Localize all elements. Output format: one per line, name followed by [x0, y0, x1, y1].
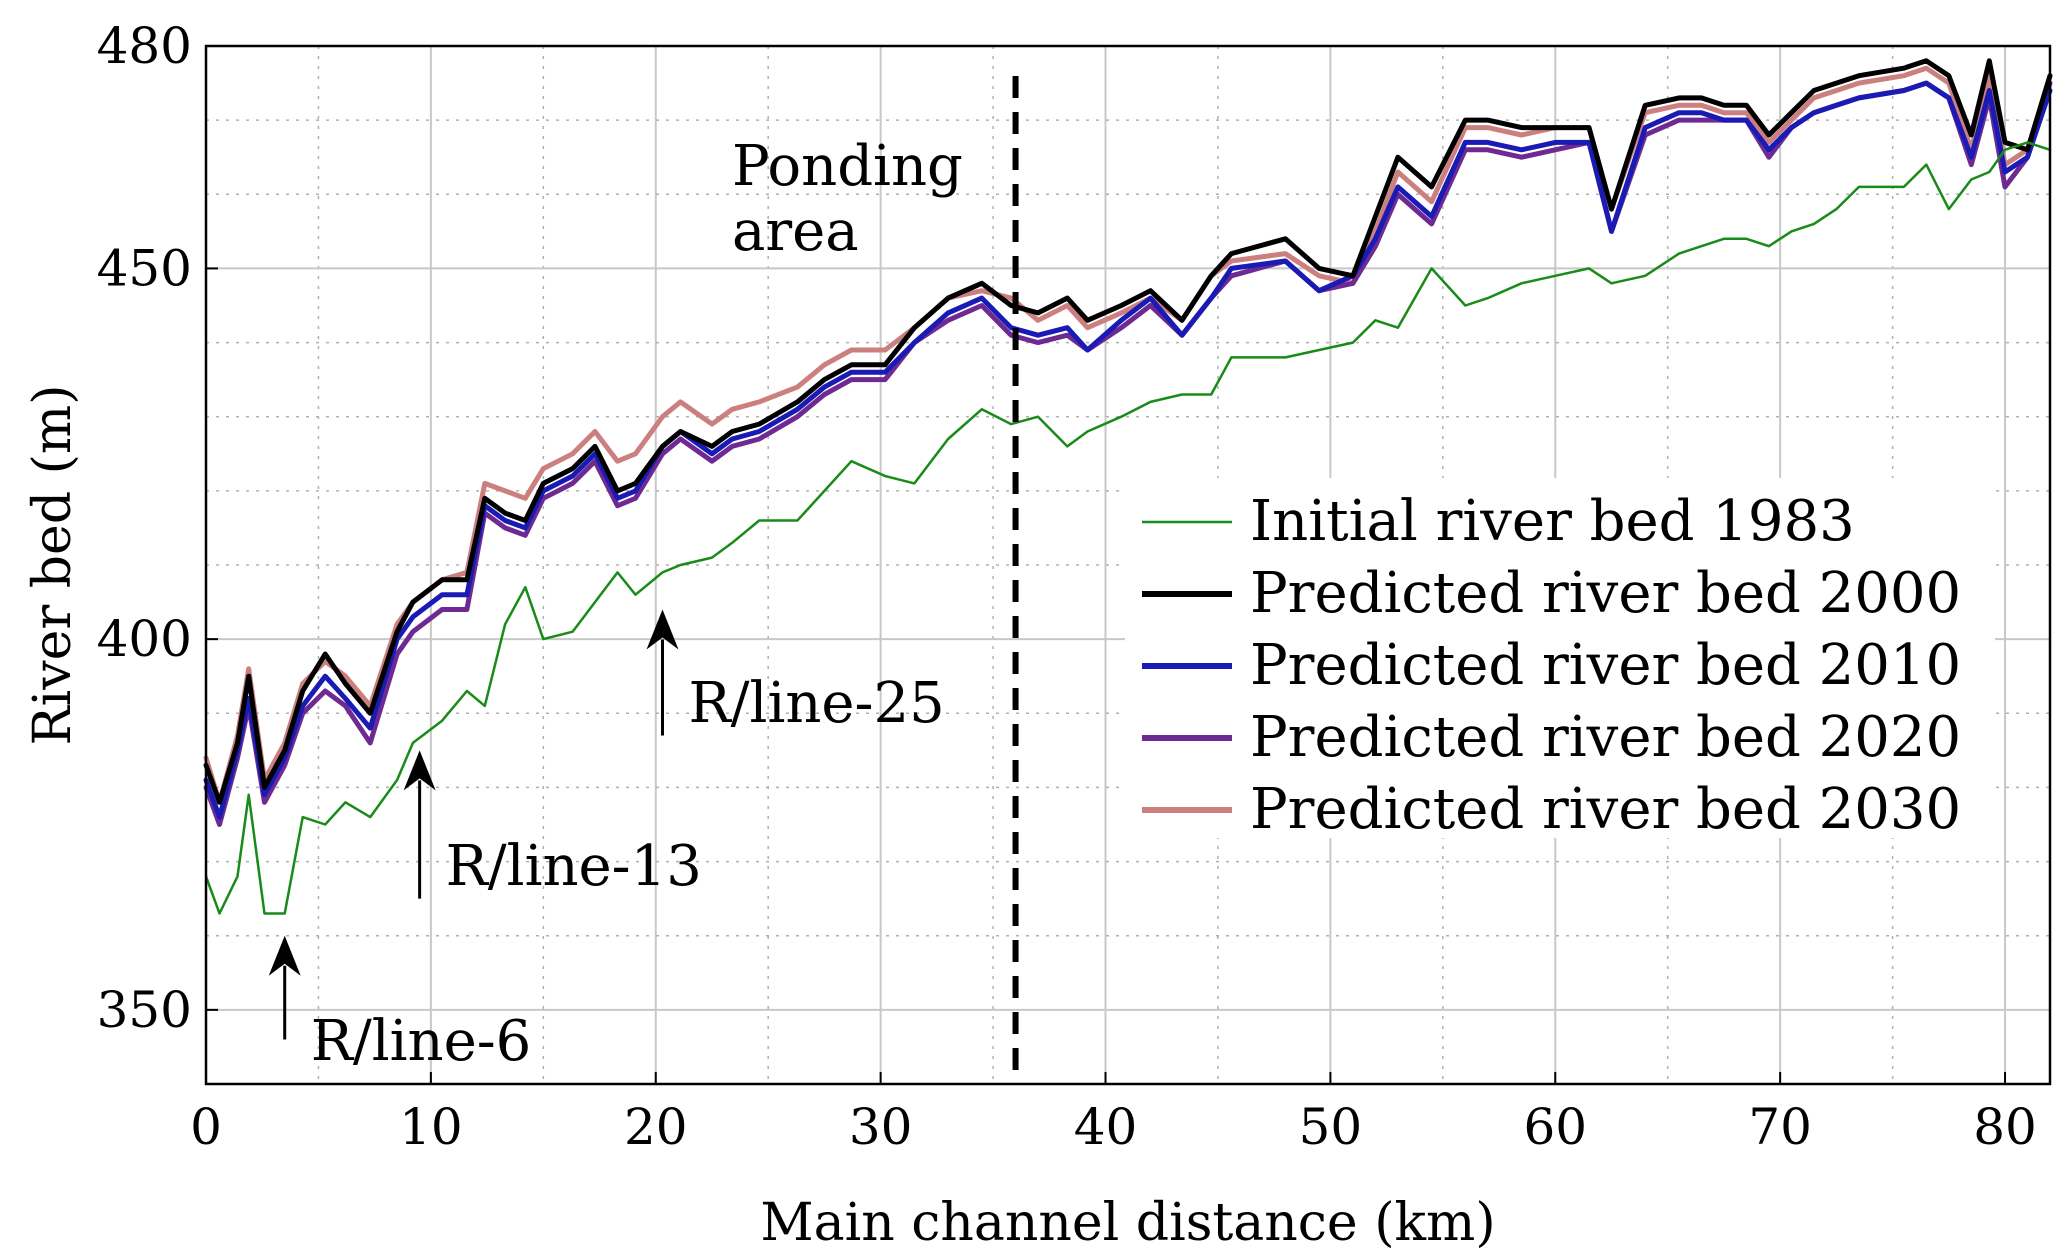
y-axis-title: River bed (m)	[23, 384, 83, 745]
annotation-arrow-head	[268, 935, 301, 976]
annotation-label: R/line-13	[446, 834, 702, 899]
x-tick-label: 80	[1973, 1098, 2037, 1156]
y-tick-label: 350	[97, 981, 192, 1039]
series-line-1	[203, 58, 2053, 805]
y-tick-label: 480	[97, 17, 192, 75]
y-tick-label: 400	[97, 610, 192, 668]
series-line-2	[203, 80, 2053, 820]
legend-label: Predicted river bed 2030	[1250, 777, 1961, 842]
x-tick-label: 20	[624, 1098, 688, 1156]
x-axis-title: Main channel distance (km)	[760, 1193, 1495, 1253]
series-line-0	[204, 141, 2052, 915]
legend-label: Initial river bed 1983	[1250, 489, 1855, 554]
legend-label: Predicted river bed 2000	[1250, 561, 1961, 626]
x-tick-label: 0	[190, 1098, 222, 1156]
ponding-label-line: Ponding	[732, 134, 963, 199]
annotation-label: R/line-25	[689, 671, 945, 736]
annotation-arrow-head	[403, 750, 436, 791]
ponding-label-line: area	[732, 199, 859, 264]
x-tick-label: 40	[1074, 1098, 1138, 1156]
annotations: R/line-6 R/line-13 R/line-25	[268, 609, 945, 1074]
x-tick-label: 10	[399, 1098, 463, 1156]
annotation-label: R/line-6	[311, 1009, 532, 1074]
series-line-3	[203, 80, 2053, 827]
legend: Initial river bed 1983 Predicted river be…	[1125, 478, 1995, 842]
annotation-arrow-head	[646, 609, 679, 650]
legend-label: Predicted river bed 2020	[1250, 705, 1961, 770]
y-tick-label: 450	[97, 239, 192, 297]
legend-label: Predicted river bed 2010	[1250, 633, 1961, 698]
series-group	[203, 58, 2053, 915]
x-tick-label: 30	[849, 1098, 913, 1156]
legend-box	[1125, 478, 1995, 838]
x-tick-label: 50	[1299, 1098, 1363, 1156]
x-tick-label: 60	[1523, 1098, 1587, 1156]
ticks: 0 10 20 30 40 50 60 70 80 350 400 450 480	[97, 17, 2037, 1156]
plot-frame	[204, 44, 2052, 1086]
x-tick-label: 70	[1748, 1098, 1812, 1156]
